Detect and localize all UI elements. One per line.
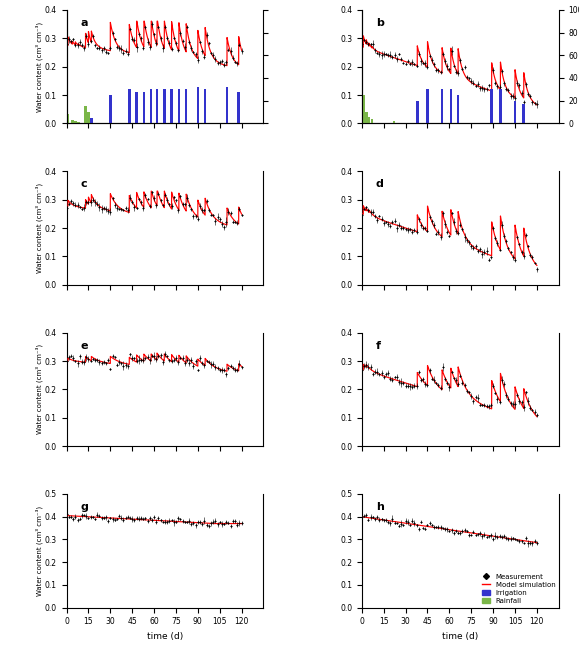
Bar [196,87,199,123]
X-axis label: time (d): time (d) [442,632,478,641]
Bar [178,89,180,123]
Y-axis label: Water content (cm³ cm⁻³): Water content (cm³ cm⁻³) [36,506,43,596]
Y-axis label: Water content (cm³ cm⁻³): Water content (cm³ cm⁻³) [36,183,43,273]
Bar [449,89,452,123]
Bar [84,106,87,123]
Text: c: c [80,179,87,189]
Bar [441,89,444,123]
Bar [416,100,419,123]
Bar [371,119,373,123]
Text: g: g [80,502,88,512]
Bar [226,87,228,123]
Bar [135,92,138,123]
Bar [365,112,368,123]
Text: d: d [376,179,383,189]
Bar [490,89,493,123]
Text: e: e [80,340,88,351]
Bar [128,89,131,123]
Text: f: f [376,340,380,351]
Text: a: a [80,18,88,28]
Text: b: b [376,18,383,28]
Bar [170,89,173,123]
Text: h: h [376,502,383,512]
Bar [67,114,69,123]
Bar [90,118,93,123]
Bar [514,100,516,123]
Y-axis label: Water content (cm³ cm⁻³): Water content (cm³ cm⁻³) [36,22,43,111]
Bar [204,89,207,123]
Bar [457,95,459,123]
Bar [393,121,395,123]
Bar [185,89,188,123]
Bar [142,92,145,123]
Y-axis label: Water content (cm³ cm⁻³): Water content (cm³ cm⁻³) [36,344,43,434]
Bar [362,95,365,123]
Bar [163,89,166,123]
Bar [71,120,74,123]
Legend: Measurement, Model simulation, Irrigation, Rainfall: Measurement, Model simulation, Irrigatio… [479,571,558,607]
Bar [237,92,240,123]
Bar [426,89,429,123]
X-axis label: time (d): time (d) [147,632,183,641]
Bar [368,117,371,123]
Bar [109,95,112,123]
Bar [87,112,90,123]
Bar [499,89,502,123]
Bar [150,89,152,123]
Bar [156,89,158,123]
Bar [522,104,525,123]
Bar [74,121,76,123]
